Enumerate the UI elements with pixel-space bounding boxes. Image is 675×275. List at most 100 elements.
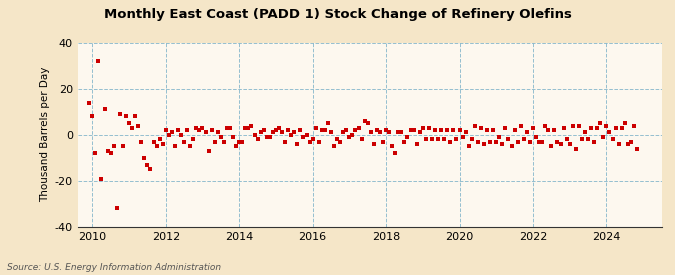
Point: [561, 137, 572, 142]
Point: [586, 126, 597, 130]
Point: [115, 112, 126, 116]
Point: [546, 144, 557, 148]
Point: [460, 130, 471, 135]
Point: [133, 123, 144, 128]
Point: [494, 135, 505, 139]
Point: [622, 142, 633, 146]
Point: [136, 139, 146, 144]
Point: [607, 137, 618, 142]
Point: [154, 137, 165, 142]
Point: [540, 123, 551, 128]
Point: [479, 142, 489, 146]
Point: [451, 137, 462, 142]
Point: [604, 130, 615, 135]
Point: [347, 133, 358, 137]
Point: [197, 126, 208, 130]
Point: [289, 130, 300, 135]
Point: [497, 142, 508, 146]
Text: Monthly East Coast (PADD 1) Stock Change of Refinery Olefins: Monthly East Coast (PADD 1) Stock Change…: [103, 8, 572, 21]
Point: [390, 151, 401, 155]
Point: [433, 137, 443, 142]
Point: [485, 139, 495, 144]
Point: [589, 139, 599, 144]
Point: [200, 130, 211, 135]
Point: [537, 139, 547, 144]
Point: [377, 139, 388, 144]
Point: [359, 119, 370, 123]
Point: [179, 139, 190, 144]
Point: [331, 137, 342, 142]
Point: [414, 130, 425, 135]
Point: [261, 135, 272, 139]
Point: [325, 130, 336, 135]
Point: [500, 126, 511, 130]
Point: [476, 126, 487, 130]
Point: [148, 139, 159, 144]
Point: [301, 133, 312, 137]
Point: [574, 123, 585, 128]
Point: [117, 144, 128, 148]
Point: [356, 137, 367, 142]
Point: [436, 128, 447, 132]
Point: [524, 139, 535, 144]
Point: [121, 114, 132, 119]
Point: [286, 133, 296, 137]
Point: [221, 126, 232, 130]
Point: [580, 130, 591, 135]
Point: [531, 135, 541, 139]
Point: [90, 151, 101, 155]
Point: [246, 123, 256, 128]
Point: [417, 126, 428, 130]
Point: [335, 139, 346, 144]
Point: [614, 142, 624, 146]
Point: [512, 139, 523, 144]
Point: [167, 130, 178, 135]
Point: [240, 126, 250, 130]
Point: [191, 126, 202, 130]
Point: [365, 130, 376, 135]
Point: [543, 128, 554, 132]
Point: [463, 144, 474, 148]
Point: [227, 135, 238, 139]
Point: [329, 144, 340, 148]
Point: [445, 139, 456, 144]
Point: [292, 142, 302, 146]
Point: [383, 130, 394, 135]
Point: [454, 128, 465, 132]
Point: [457, 135, 468, 139]
Point: [381, 128, 392, 132]
Point: [375, 130, 385, 135]
Point: [338, 130, 348, 135]
Point: [488, 128, 499, 132]
Point: [304, 139, 315, 144]
Point: [130, 114, 140, 119]
Point: [182, 128, 192, 132]
Point: [151, 144, 162, 148]
Point: [509, 128, 520, 132]
Point: [423, 126, 434, 130]
Point: [421, 137, 431, 142]
Point: [439, 137, 450, 142]
Point: [387, 144, 398, 148]
Point: [225, 126, 236, 130]
Point: [616, 126, 627, 130]
Point: [259, 128, 269, 132]
Point: [506, 144, 517, 148]
Point: [472, 139, 483, 144]
Point: [558, 126, 569, 130]
Point: [466, 137, 477, 142]
Point: [96, 176, 107, 181]
Point: [203, 149, 214, 153]
Point: [626, 139, 637, 144]
Point: [369, 142, 379, 146]
Point: [267, 130, 278, 135]
Point: [84, 100, 95, 105]
Point: [252, 137, 263, 142]
Point: [598, 135, 609, 139]
Point: [108, 144, 119, 148]
Point: [427, 137, 437, 142]
Point: [411, 142, 422, 146]
Point: [448, 128, 459, 132]
Point: [283, 128, 294, 132]
Point: [583, 137, 593, 142]
